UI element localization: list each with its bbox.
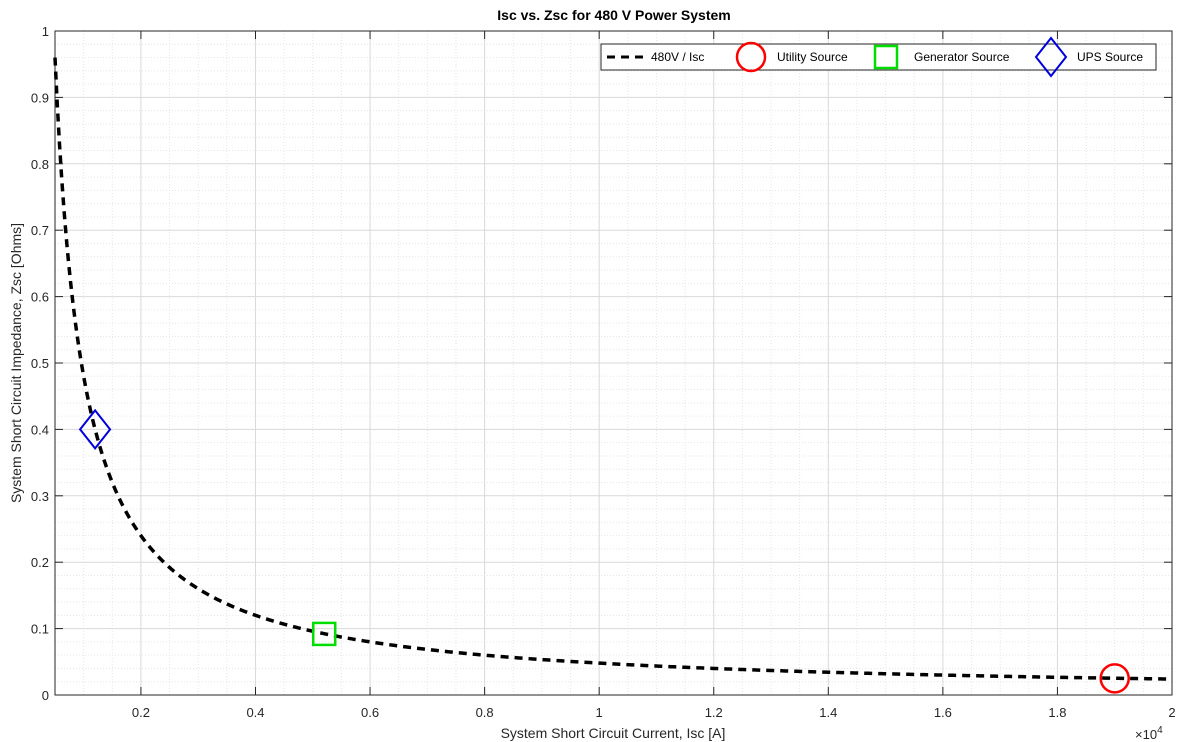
y-tick-label: 0.8 xyxy=(31,157,49,172)
y-tick-label: 0.5 xyxy=(31,356,49,371)
legend-box xyxy=(600,43,1157,71)
chart-title: Isc vs. Zsc for 480 V Power System xyxy=(497,7,730,23)
y-tick-label: 0.3 xyxy=(31,489,49,504)
y-tick-label: 0.7 xyxy=(31,223,49,238)
y-tick-label: 0.2 xyxy=(31,555,49,570)
x-axis-label: System Short Circuit Current, Isc [A] xyxy=(501,725,726,741)
x-tick-label: 0.2 xyxy=(132,705,150,720)
x-tick-label: 1.6 xyxy=(934,705,952,720)
y-tick-label: 0.9 xyxy=(31,90,49,105)
x-tick-label: 1.4 xyxy=(819,705,837,720)
legend-swatch-square xyxy=(873,44,899,70)
legend-swatch-diamond xyxy=(1034,36,1068,78)
grid xyxy=(54,30,1173,696)
x-exponent-base: ×10 xyxy=(1135,727,1157,742)
x-tick-label: 1.8 xyxy=(1048,705,1066,720)
legend: 480V / Isc Utility Source Generator Source… xyxy=(600,36,1157,78)
y-tick-label: 0.6 xyxy=(31,290,49,305)
x-tick-label: 2 xyxy=(1168,705,1175,720)
x-tick-label: 1 xyxy=(596,705,603,720)
y-tick-label: 0.1 xyxy=(31,622,49,637)
diamond-marker-ups-source xyxy=(78,408,112,451)
series xyxy=(53,57,1173,694)
legend-label: Utility Source xyxy=(777,50,848,64)
y-tick-label: 1 xyxy=(42,24,49,39)
x-exponent-power: 4 xyxy=(1157,725,1163,736)
x-exponent: ×104 xyxy=(1135,725,1163,742)
x-tick-label: 0.8 xyxy=(476,705,494,720)
y-tick-label: 0 xyxy=(42,688,49,703)
curve-480v-line xyxy=(53,57,1173,681)
y-axis-label: System Short Circuit Impedance, Zsc [Ohm… xyxy=(8,223,24,503)
legend-label: Generator Source xyxy=(914,50,1010,64)
legend-swatch-circle xyxy=(735,41,767,73)
y-tick-label: 0.4 xyxy=(31,422,49,437)
x-tick-label: 1.2 xyxy=(705,705,723,720)
square-marker-generator-source xyxy=(311,621,337,647)
legend-label: 480V / Isc xyxy=(651,50,704,64)
circle-marker-utility-source xyxy=(1099,663,1130,694)
x-tick-label: 0.4 xyxy=(246,705,264,720)
ticks: 0.2 0.4 0.6 0.8 1 1.2 1.4 1.6 1.8 2 0 0.1 0.2 0.3 0.4 0… xyxy=(31,24,1176,720)
x-tick-label: 0.6 xyxy=(361,705,379,720)
legend-label: UPS Source xyxy=(1077,50,1143,64)
